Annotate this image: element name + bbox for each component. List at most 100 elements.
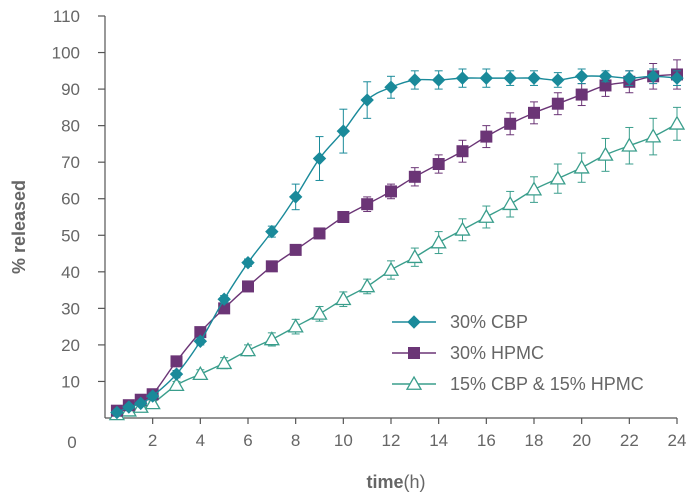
legend-marker [405,375,423,390]
data-point [597,146,614,161]
data-point [503,71,517,85]
data-point [239,342,257,357]
data-point [384,80,398,94]
data-point [170,355,183,368]
data-point [573,159,590,174]
series-1 [110,59,683,417]
data-point [217,292,231,306]
x-tick-label: 10 [334,431,353,450]
x-tick-label: 16 [477,431,496,450]
x-tick-label: 8 [291,431,300,450]
series-line [116,75,678,414]
data-point [551,97,564,110]
data-point [168,376,185,392]
data-point [478,208,495,223]
data-point [479,71,494,85]
data-point [313,227,326,240]
series-line [116,73,678,412]
legend-label: 30% CBP [450,312,528,332]
data-point [549,170,566,185]
y-tick-label: 40 [61,263,80,282]
data-point [312,151,327,166]
data-point [575,88,588,101]
data-point [432,158,445,171]
data-point [599,79,612,92]
origin-label: 0 [67,433,76,452]
data-point [551,73,565,87]
data-point [668,115,686,130]
y-tick-label: 70 [61,153,80,172]
data-point [622,71,637,85]
x-tick-label: 4 [196,431,205,450]
data-point [525,181,543,196]
x-tick-label: 6 [243,431,252,450]
data-point [621,137,638,152]
data-point [382,261,400,276]
data-point [122,400,136,414]
data-point [574,69,589,84]
legend-label: 15% CBP & 15% HPMC [450,374,644,394]
data-point [289,243,302,256]
series-0 [110,68,684,420]
series-2 [108,106,686,421]
data-point [456,145,469,158]
data-point [385,185,397,198]
data-point [504,117,517,130]
data-point [527,71,541,85]
data-point [431,73,446,87]
legend-marker [407,315,421,329]
x-axis-label-name: time [366,472,403,492]
y-tick-label: 90 [61,80,80,99]
data-point [145,389,160,403]
data-point [336,124,351,138]
data-point [193,334,208,348]
data-point [265,224,279,239]
data-point [502,195,519,211]
data-point [360,93,374,107]
data-point [169,367,184,381]
chart-legend: 30% CBP 30% HPMC 15% CBP & 15% HPMC [392,312,644,394]
x-tick-label: 20 [572,431,591,450]
y-tick-label: 50 [61,226,80,245]
legend-marker [408,347,420,359]
y-tick-label: 10 [61,372,80,391]
x-tick-label: 18 [525,431,544,450]
y-tick-label: 20 [61,336,80,355]
data-point [454,221,471,236]
y-axis-label: % released [9,180,29,274]
x-tick-label: 24 [668,431,687,450]
data-point [528,106,540,119]
data-point [265,260,278,273]
data-point [430,234,447,249]
data-point [645,128,662,143]
x-tick-label: 14 [429,431,448,450]
y-tick-label: 80 [61,117,80,136]
data-point [311,305,328,320]
y-tick-label: 100 [52,44,80,63]
data-point [287,318,304,333]
data-point [288,190,303,204]
x-axis-label-unit: (h) [404,472,426,492]
data-point [335,290,352,306]
data-point [110,405,124,420]
data-point [216,354,233,370]
data-point [242,280,254,293]
chart-series-layer [108,59,686,421]
x-tick-label: 2 [148,431,157,450]
y-tick-label: 60 [61,190,80,209]
data-point [408,170,421,183]
data-point [480,130,493,143]
y-tick-label: 110 [53,7,80,26]
data-point [406,248,423,264]
x-tick-label: 12 [382,431,401,450]
data-point [598,69,613,84]
data-point [670,71,684,85]
data-point [359,278,376,293]
data-point [337,211,350,223]
data-point [361,198,374,211]
data-point [408,73,422,87]
legend-label: 30% HPMC [450,343,544,363]
x-axis-label: time(h) [366,472,425,492]
data-point [192,365,209,381]
